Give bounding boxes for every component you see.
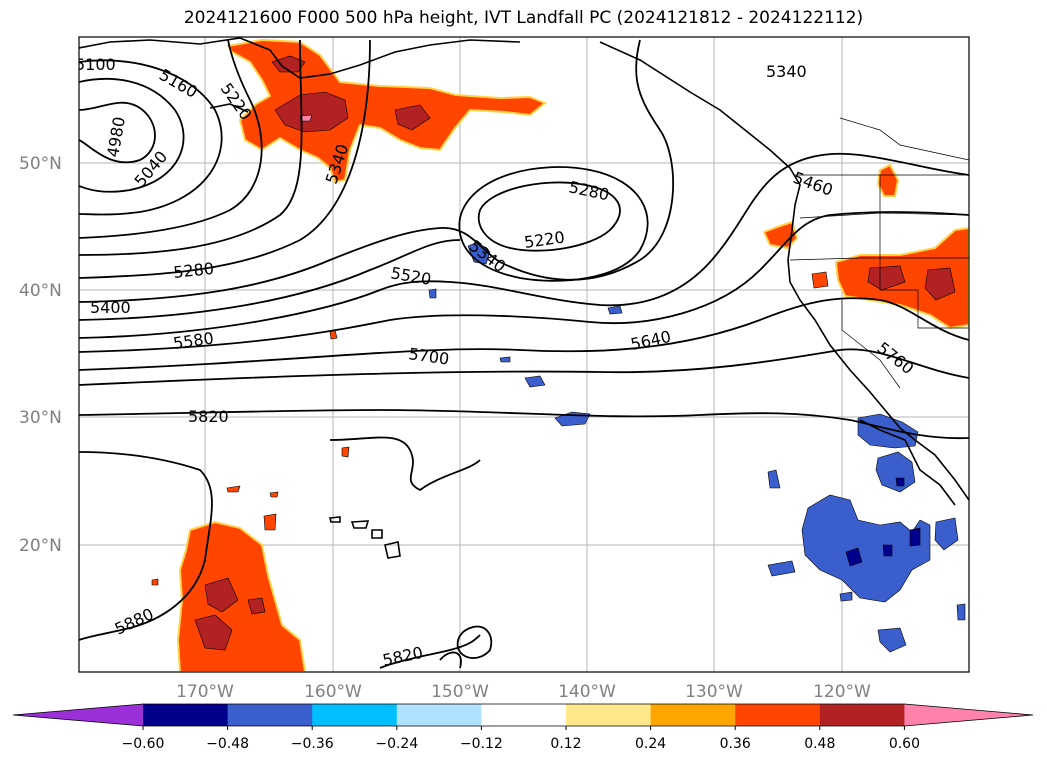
- colorbar-bin: [312, 704, 398, 726]
- ivt-positive-shading: [151, 38, 969, 672]
- colorbar-tick-label: −0.24: [375, 736, 418, 752]
- colorbar-extend-low: [13, 704, 143, 726]
- colorbar-bin: [143, 704, 229, 726]
- height-contours: [79, 39, 969, 669]
- lon-label: 140°W: [558, 682, 616, 702]
- contour-label: 5340: [766, 62, 807, 81]
- colorbar-bin: [481, 704, 567, 726]
- contour-label: 5820: [188, 407, 229, 426]
- ivt-negative-shading: [428, 241, 966, 653]
- colorbar-tick-label: −0.60: [122, 736, 165, 752]
- contour-label: 5400: [90, 298, 131, 317]
- map-title: 2024121600 F000 500 hPa height, IVT Land…: [183, 8, 864, 28]
- colorbar-extend-high: [904, 704, 1033, 726]
- colorbar-tick-label: 0.24: [635, 736, 666, 752]
- colorbar: −0.60 −0.48 −0.36 −0.24 −0.12 0.12 0.24 0.36 0.4…: [12, 703, 1034, 752]
- lon-label: 170°W: [176, 682, 234, 702]
- lat-label: 50°N: [19, 154, 62, 174]
- colorbar-bin: [566, 704, 652, 726]
- longitude-labels: 170°W 160°W 150°W 140°W 130°W 120°W: [176, 682, 871, 702]
- contour-label: 5100: [75, 55, 116, 74]
- colorbar-bin: [819, 704, 905, 726]
- colorbar-tick-label: 0.60: [889, 736, 920, 752]
- colorbar-tick-label: 0.36: [720, 736, 751, 752]
- lat-label: 20°N: [19, 536, 62, 556]
- lon-label: 150°W: [431, 682, 489, 702]
- lon-label: 160°W: [304, 682, 362, 702]
- lat-label: 30°N: [19, 408, 62, 428]
- colorbar-bin: [650, 704, 736, 726]
- colorbar-bin: [396, 704, 482, 726]
- colorbar-bin: [735, 704, 821, 726]
- lat-label: 40°N: [19, 281, 62, 301]
- colorbar-tick-label: 0.48: [804, 736, 835, 752]
- lon-label: 120°W: [813, 682, 871, 702]
- lon-label: 130°W: [685, 682, 743, 702]
- latitude-labels: 50°N 40°N 30°N 20°N: [19, 154, 62, 556]
- colorbar-bin: [227, 704, 313, 726]
- contour-label: 5280: [172, 259, 214, 282]
- map-border: [78, 36, 970, 673]
- colorbar-tick-label: 0.12: [550, 736, 581, 752]
- state-borders: [789, 117, 969, 389]
- colorbar-tick-label: −0.48: [206, 736, 249, 752]
- colorbar-tick-label: −0.36: [291, 736, 334, 752]
- colorbar-tick-label: −0.12: [460, 736, 503, 752]
